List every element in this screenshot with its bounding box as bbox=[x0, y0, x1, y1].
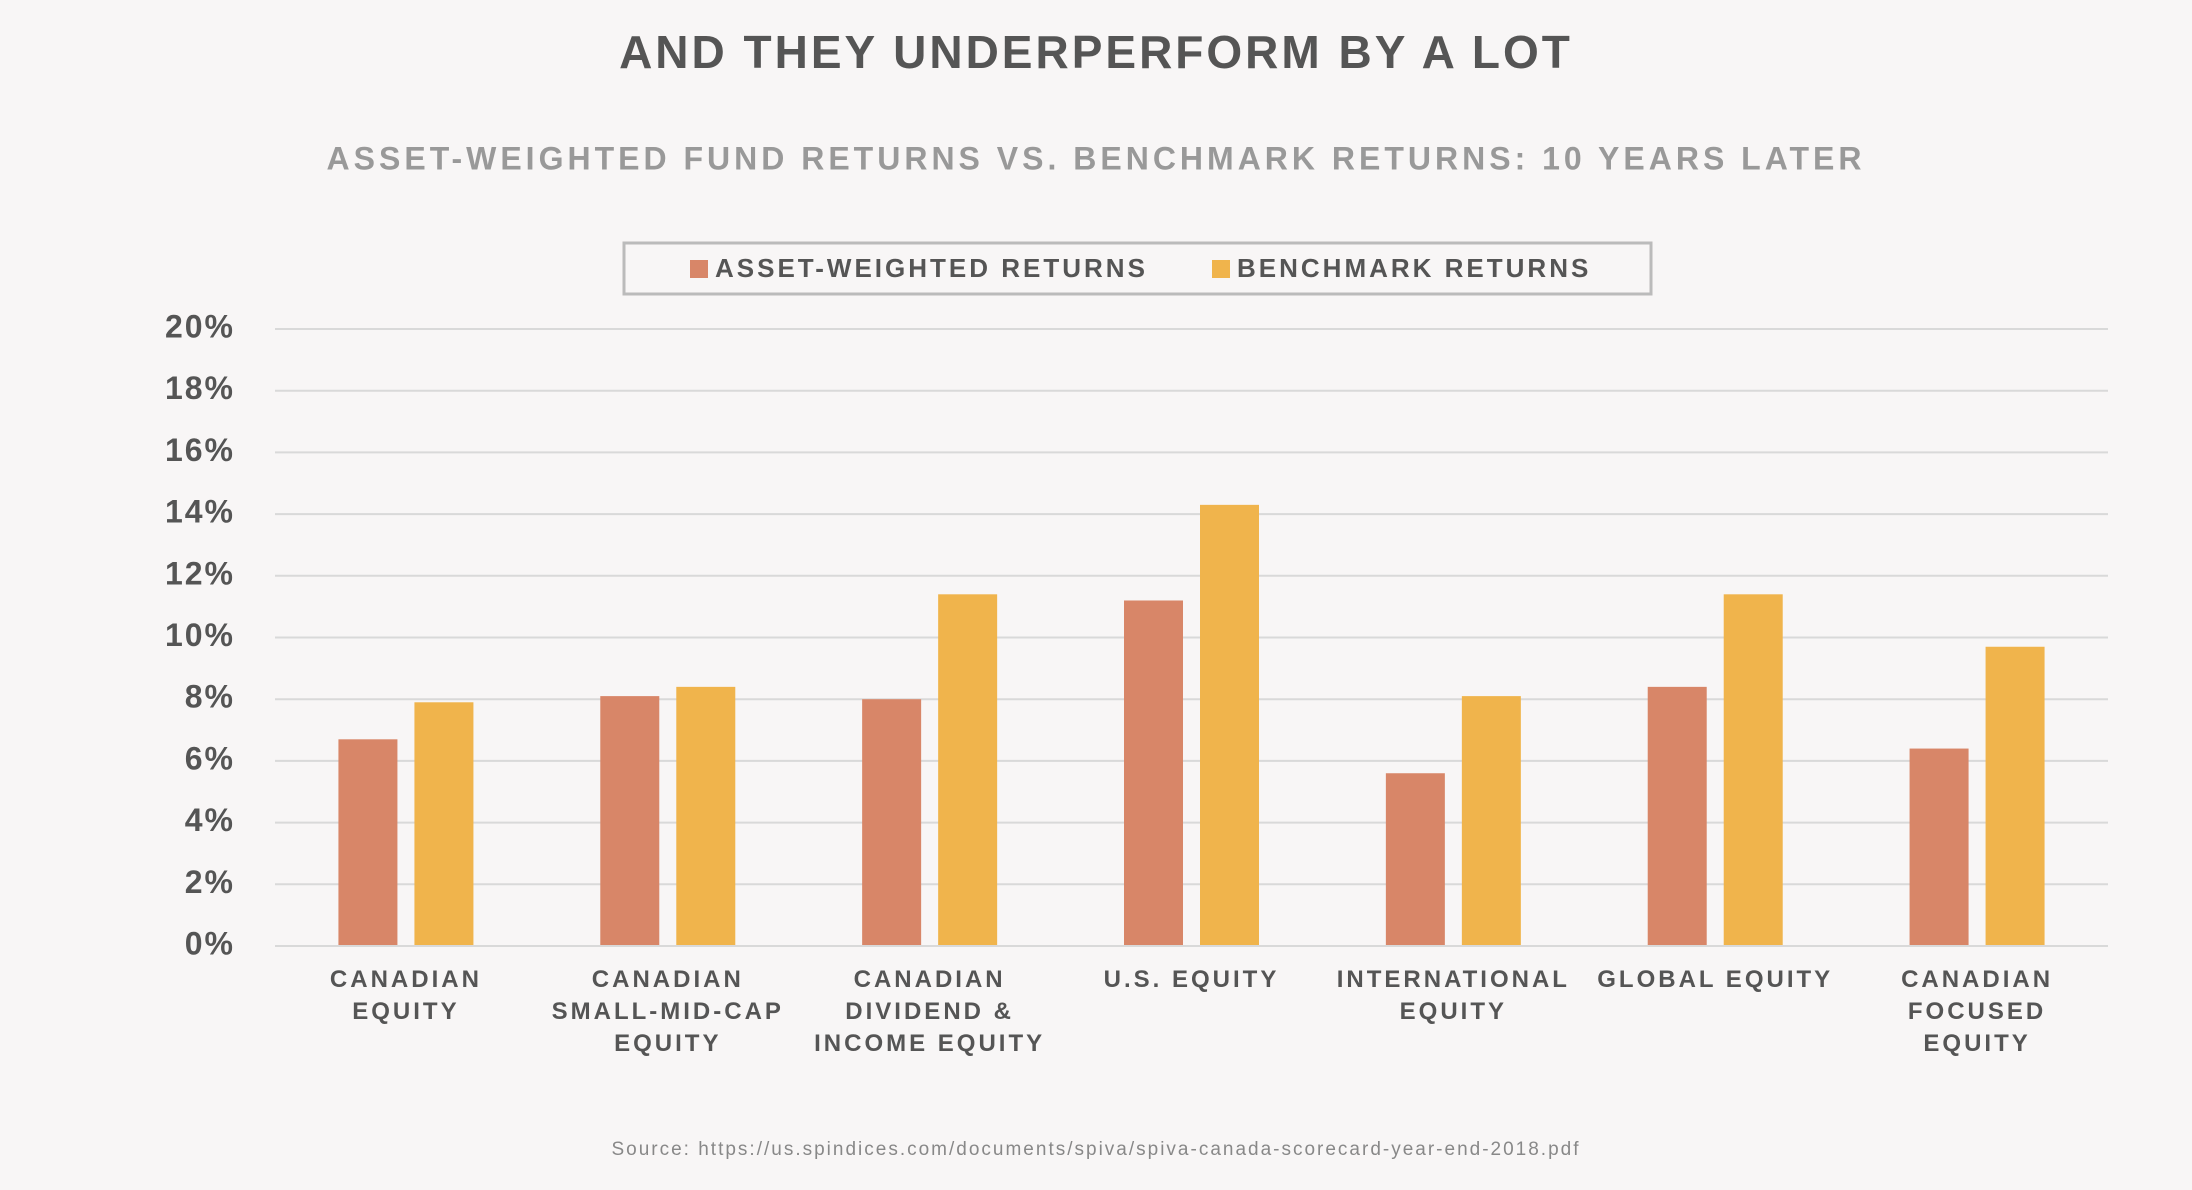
legend-swatch bbox=[690, 260, 708, 278]
bar bbox=[414, 702, 474, 946]
y-tick-label: 18% bbox=[165, 370, 235, 406]
legend-label: BENCHMARK RETURNS bbox=[1237, 253, 1591, 283]
x-tick-label: CANADIAN FOCUSED EQUITY bbox=[1901, 966, 2054, 1057]
x-tick-label: INTERNATIONAL EQUITY bbox=[1336, 966, 1570, 1025]
x-tick-label: GLOBAL EQUITY bbox=[1597, 966, 1834, 993]
bar bbox=[1909, 748, 1969, 946]
legend-swatch bbox=[1212, 260, 1230, 278]
source-note: Source: https://us.spindices.com/documen… bbox=[611, 1139, 1580, 1160]
x-tick-label: CANADIAN EQUITY bbox=[329, 966, 482, 1025]
y-tick-label: 10% bbox=[165, 617, 235, 653]
bar bbox=[1723, 594, 1783, 946]
x-tick-label: CANADIAN SMALL-MID-CAP EQUITY bbox=[551, 966, 784, 1057]
x-tick-label: U.S. EQUITY bbox=[1103, 966, 1280, 993]
legend-box bbox=[622, 241, 1653, 296]
y-tick-label: 6% bbox=[185, 740, 235, 776]
bar bbox=[338, 739, 398, 946]
bar bbox=[1647, 686, 1707, 946]
bar bbox=[1385, 773, 1445, 946]
y-tick-label: 8% bbox=[185, 679, 235, 715]
y-tick-label: 12% bbox=[165, 555, 235, 591]
bar bbox=[1985, 646, 2045, 946]
bar bbox=[600, 696, 660, 946]
legend-label: ASSET-WEIGHTED RETURNS bbox=[715, 253, 1148, 283]
bar bbox=[1124, 600, 1183, 946]
bar bbox=[862, 699, 922, 946]
y-tick-label: 4% bbox=[185, 802, 235, 838]
bar bbox=[676, 686, 736, 946]
x-tick-label: CANADIAN DIVIDEND & INCOME EQUITY bbox=[814, 966, 1046, 1057]
bar bbox=[1200, 504, 1259, 946]
y-tick-label: 14% bbox=[165, 494, 235, 530]
y-tick-label: 2% bbox=[185, 864, 235, 900]
chart-subtitle: ASSET-WEIGHTED FUND RETURNS VS. BENCHMAR… bbox=[327, 140, 1866, 176]
y-tick-label: 20% bbox=[165, 308, 235, 344]
bar bbox=[938, 594, 998, 946]
chart-title: AND THEY UNDERPERFORM BY A LOT bbox=[619, 26, 1573, 78]
bar bbox=[1461, 696, 1521, 946]
y-tick-label: 0% bbox=[185, 925, 235, 961]
y-tick-label: 16% bbox=[165, 432, 235, 468]
